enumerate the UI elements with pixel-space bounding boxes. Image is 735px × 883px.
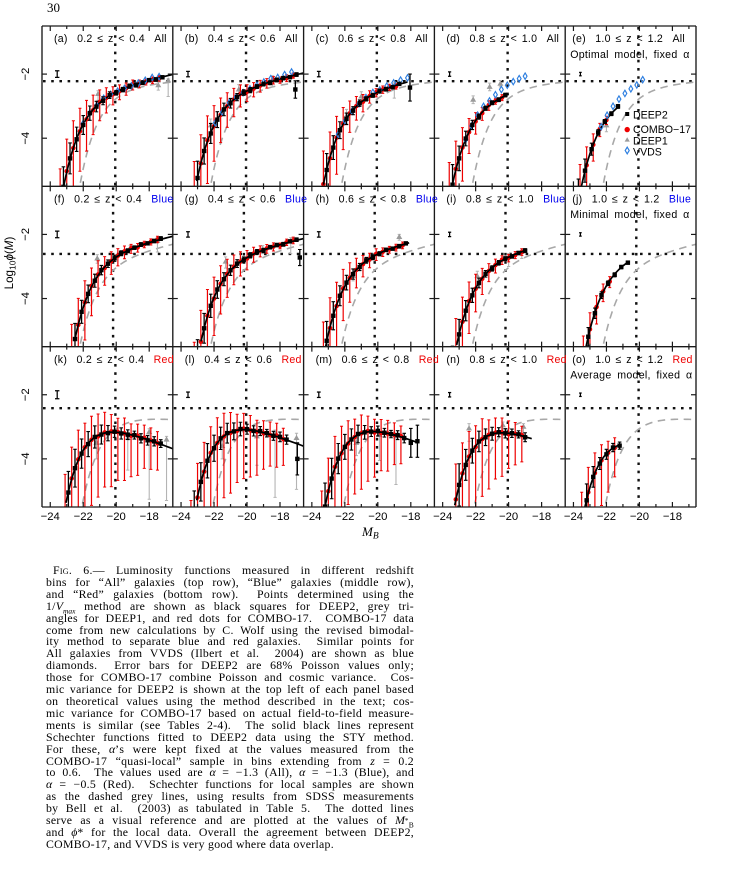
svg-text:(c) 0.6 ≤ z < 0.8 All: (c) 0.6 ≤ z < 0.8 All [316,33,428,45]
svg-text:−22: −22 [335,511,354,523]
svg-text:−22: −22 [74,511,93,523]
svg-text:−2: −2 [20,388,32,401]
svg-text:(b) 0.4 ≤ z < 0.6 All: (b) 0.4 ≤ z < 0.6 All [185,33,298,45]
svg-text:DEEP2: DEEP2 [633,110,668,122]
svg-text:−20: −20 [499,511,518,523]
svg-text:−4: −4 [20,132,32,145]
svg-text:−18: −18 [532,511,551,523]
svg-text:−22: −22 [597,511,616,523]
svg-text:−22: −22 [466,511,485,523]
svg-text:(m) 0.6 ≤ z < 0.8 Red: (m) 0.6 ≤ z < 0.8 Red [316,354,439,366]
svg-text:−20: −20 [237,511,256,523]
svg-text:−20: −20 [368,511,387,523]
svg-text:(a) 0.2 ≤ z < 0.4 All: (a) 0.2 ≤ z < 0.4 All [54,33,167,45]
svg-text:−20: −20 [107,511,126,523]
svg-text:Minimal model, fixed α: Minimal model, fixed α [570,209,689,221]
svg-text:(f) 0.2 ≤ z < 0.4 Blue: (f) 0.2 ≤ z < 0.4 Blue [54,194,174,206]
svg-text:−4: −4 [20,452,32,465]
svg-text:VVDS: VVDS [633,147,662,159]
svg-text:(h) 0.6 ≤ z < 0.8 Blue: (h) 0.6 ≤ z < 0.8 Blue [316,194,438,206]
svg-text:(n) 0.8 ≤ z < 1.0 Red: (n) 0.8 ≤ z < 1.0 Red [446,354,566,366]
svg-text:−18: −18 [140,511,159,523]
svg-text:(i) 0.8 ≤ z < 1.0 Blue: (i) 0.8 ≤ z < 1.0 Blue [446,194,565,206]
svg-text:−18: −18 [401,511,420,523]
svg-text:−24: −24 [433,511,452,523]
svg-text:−4: −4 [20,292,32,305]
svg-text:−18: −18 [270,511,289,523]
svg-text:(l) 0.4 ≤ z < 0.6 Red: (l) 0.4 ≤ z < 0.6 Red [185,354,302,366]
svg-text:(k) 0.2 ≤ z < 0.4 Red: (k) 0.2 ≤ z < 0.4 Red [54,354,174,366]
svg-text:COMBO−17: COMBO−17 [633,124,691,136]
svg-text:−24: −24 [564,511,583,523]
svg-text:−2: −2 [20,68,32,81]
svg-text:DEEP1: DEEP1 [633,135,668,147]
svg-text:MB: MB [361,524,379,542]
svg-text:(d) 0.8 ≤ z < 1.0 All: (d) 0.8 ≤ z < 1.0 All [446,33,559,45]
svg-text:(e) 1.0 ≤ z < 1.2 All: (e) 1.0 ≤ z < 1.2 All [572,33,685,45]
svg-text:Average model, fixed α: Average model, fixed α [570,369,692,381]
svg-text:−22: −22 [204,511,223,523]
svg-text:(g) 0.4 ≤ z < 0.6 Blue: (g) 0.4 ≤ z < 0.6 Blue [185,194,307,206]
svg-text:Log10ϕ(M): Log10ϕ(M) [3,237,18,290]
svg-text:(o) 1.0 ≤ z < 1.2 Red: (o) 1.0 ≤ z < 1.2 Red [572,354,692,366]
svg-text:−20: −20 [630,511,649,523]
svg-text:−24: −24 [302,511,321,523]
svg-text:−24: −24 [41,511,60,523]
svg-text:(j) 1.0 ≤ z < 1.2 Blue: (j) 1.0 ≤ z < 1.2 Blue [572,194,691,206]
svg-text:−24: −24 [171,511,190,523]
svg-text:−18: −18 [663,511,682,523]
svg-text:−2: −2 [20,228,32,241]
svg-text:Optimal model, fixed α: Optimal model, fixed α [570,49,689,61]
